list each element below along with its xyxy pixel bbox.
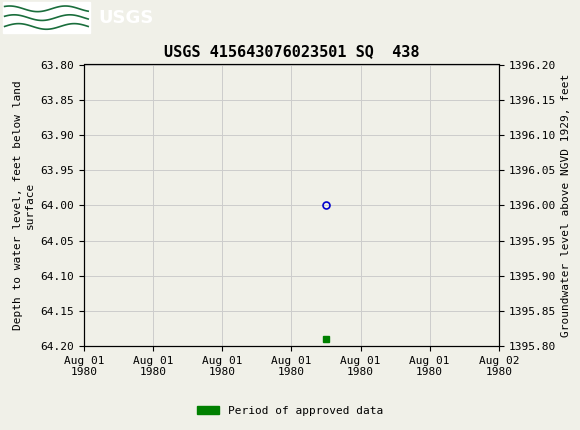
Bar — [3, 2, 90, 34]
Text: USGS: USGS — [99, 9, 154, 27]
Legend: Period of approved data: Period of approved data — [193, 401, 387, 420]
Y-axis label: Groundwater level above NGVD 1929, feet: Groundwater level above NGVD 1929, feet — [561, 74, 571, 337]
Y-axis label: Depth to water level, feet below land
surface: Depth to water level, feet below land su… — [13, 80, 35, 330]
Title: USGS 415643076023501 SQ  438: USGS 415643076023501 SQ 438 — [164, 44, 419, 59]
